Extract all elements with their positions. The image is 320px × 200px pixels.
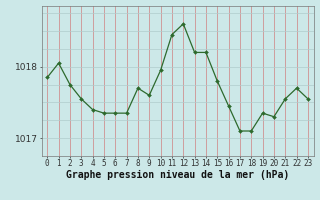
X-axis label: Graphe pression niveau de la mer (hPa): Graphe pression niveau de la mer (hPa)	[66, 170, 289, 180]
